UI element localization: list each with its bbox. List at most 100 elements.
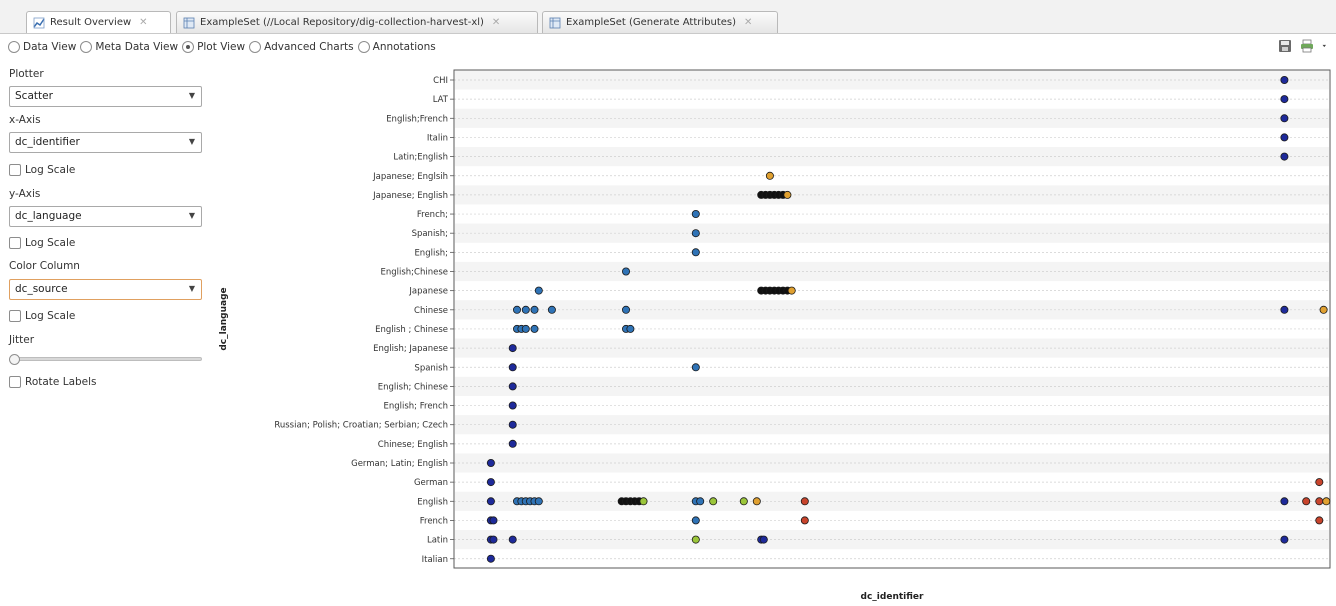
scatter-point[interactable] [1280,305,1289,314]
table-icon [183,17,195,28]
y-tick-label: English;Chinese [380,268,448,278]
scatter-point[interactable] [486,478,495,487]
x-log-scale-checkbox[interactable]: Log Scale [9,164,75,176]
scatter-point[interactable] [621,305,630,314]
checkbox[interactable] [9,237,21,249]
scatter-point[interactable] [691,229,700,238]
scatter-point[interactable] [489,516,498,525]
scatter-point[interactable] [765,171,774,180]
print-icon[interactable] [1300,39,1314,53]
color-column-select[interactable]: dc_source ▼ [9,279,202,300]
plotter-select[interactable]: Scatter ▼ [9,86,202,107]
checkbox[interactable] [9,376,21,388]
scatter-point[interactable] [783,190,792,199]
y-log-scale-checkbox[interactable]: Log Scale [9,237,75,249]
scatter-point[interactable] [696,497,705,506]
scatter-point[interactable] [547,305,556,314]
radio-button[interactable] [8,41,20,53]
scatter-point[interactable] [752,497,761,506]
radio-button[interactable] [357,41,370,53]
jitter-slider-track[interactable] [12,357,202,361]
scatter-point[interactable] [1280,152,1289,161]
scatter-point[interactable] [800,497,809,506]
scatter-point[interactable] [1280,95,1289,104]
scatter-point[interactable] [489,535,498,544]
close-icon[interactable]: ✕ [491,17,501,28]
scatter-point[interactable] [1280,535,1289,544]
scatter-point[interactable] [1315,516,1324,525]
close-icon[interactable]: ✕ [139,17,148,28]
scatter-point[interactable] [534,497,543,506]
radio-meta-data-view[interactable]: Meta Data View [80,41,178,53]
scatter-point[interactable] [1302,497,1311,506]
scatter-point[interactable] [787,286,796,295]
tab-exampleset-repository[interactable]: ExampleSet (//Local Repository/dig-colle… [176,11,538,33]
x-axis-label: x-Axis [9,114,41,126]
y-axis-select[interactable]: dc_language ▼ [9,206,202,227]
scatter-point[interactable] [508,535,517,544]
dropdown-arrow-icon[interactable] [1322,39,1330,53]
radio-data-view[interactable]: Data View [8,41,76,53]
scatter-point[interactable] [1322,497,1331,506]
scatter-point[interactable] [691,209,700,218]
close-icon[interactable]: ✕ [744,17,753,28]
checkbox[interactable] [9,310,21,322]
y-tick-label: Chinese; English [378,440,448,450]
y-tick-label: English;French [386,114,448,124]
scatter-point[interactable] [691,516,700,525]
scatter-point[interactable] [759,535,768,544]
y-tick-label: Chinese [414,306,448,316]
scatter-point[interactable] [621,267,630,276]
x-axis-value: dc_identifier [15,136,80,148]
scatter-point[interactable] [508,363,517,372]
scatter-point[interactable] [521,305,530,314]
scatter-point[interactable] [508,439,517,448]
radio-button[interactable] [80,41,93,53]
tab-exampleset-generate-attributes[interactable]: ExampleSet (Generate Attributes) ✕ [542,11,778,33]
save-icon[interactable] [1278,39,1292,53]
radio-button[interactable] [182,41,195,53]
scatter-point[interactable] [508,401,517,410]
scatter-point[interactable] [1280,497,1289,506]
y-tick-label: LAT [433,95,449,105]
scatter-point[interactable] [800,516,809,525]
scatter-point[interactable] [530,305,539,314]
scatter-point[interactable] [1315,497,1324,506]
scatter-point[interactable] [530,324,539,333]
scatter-point[interactable] [512,305,521,314]
color-log-scale-checkbox[interactable]: Log Scale [9,310,75,322]
color-column-label: Color Column [9,260,80,272]
scatter-point[interactable] [534,286,543,295]
radio-advanced-charts[interactable]: Advanced Charts [249,41,354,53]
radio-button[interactable] [249,41,262,53]
scatter-point[interactable] [1280,133,1289,142]
radio-annotations[interactable]: Annotations [357,41,436,53]
tab-result-overview[interactable]: Result Overview ✕ [26,11,171,33]
scatter-point[interactable] [1319,305,1328,314]
chevron-down-icon: ▼ [188,91,195,100]
scatter-point[interactable] [639,497,648,506]
scatter-point[interactable] [1280,114,1289,123]
scatter-point[interactable] [486,458,495,467]
scatter-point[interactable] [521,324,530,333]
scatter-point[interactable] [626,324,635,333]
scatter-point[interactable] [739,497,748,506]
jitter-slider-thumb[interactable] [9,354,20,365]
scatter-point[interactable] [486,554,495,563]
scatter-point[interactable] [508,420,517,429]
scatter-point[interactable] [508,382,517,391]
checkbox-label: Log Scale [25,164,76,176]
scatter-point[interactable] [508,344,517,353]
scatter-point[interactable] [1280,75,1289,84]
scatter-point[interactable] [691,535,700,544]
scatter-point[interactable] [486,497,495,506]
scatter-point[interactable] [691,363,700,372]
checkbox[interactable] [9,164,21,176]
x-axis-select[interactable]: dc_identifier ▼ [9,132,202,153]
rotate-labels-checkbox[interactable]: Rotate Labels [9,376,97,388]
scatter-plot[interactable]: CHILATEnglish;FrenchItalinLatin;EnglishJ… [210,60,1336,606]
scatter-point[interactable] [691,248,700,257]
scatter-point[interactable] [1315,478,1324,487]
radio-plot-view[interactable]: Plot View [182,41,245,53]
scatter-point[interactable] [709,497,718,506]
